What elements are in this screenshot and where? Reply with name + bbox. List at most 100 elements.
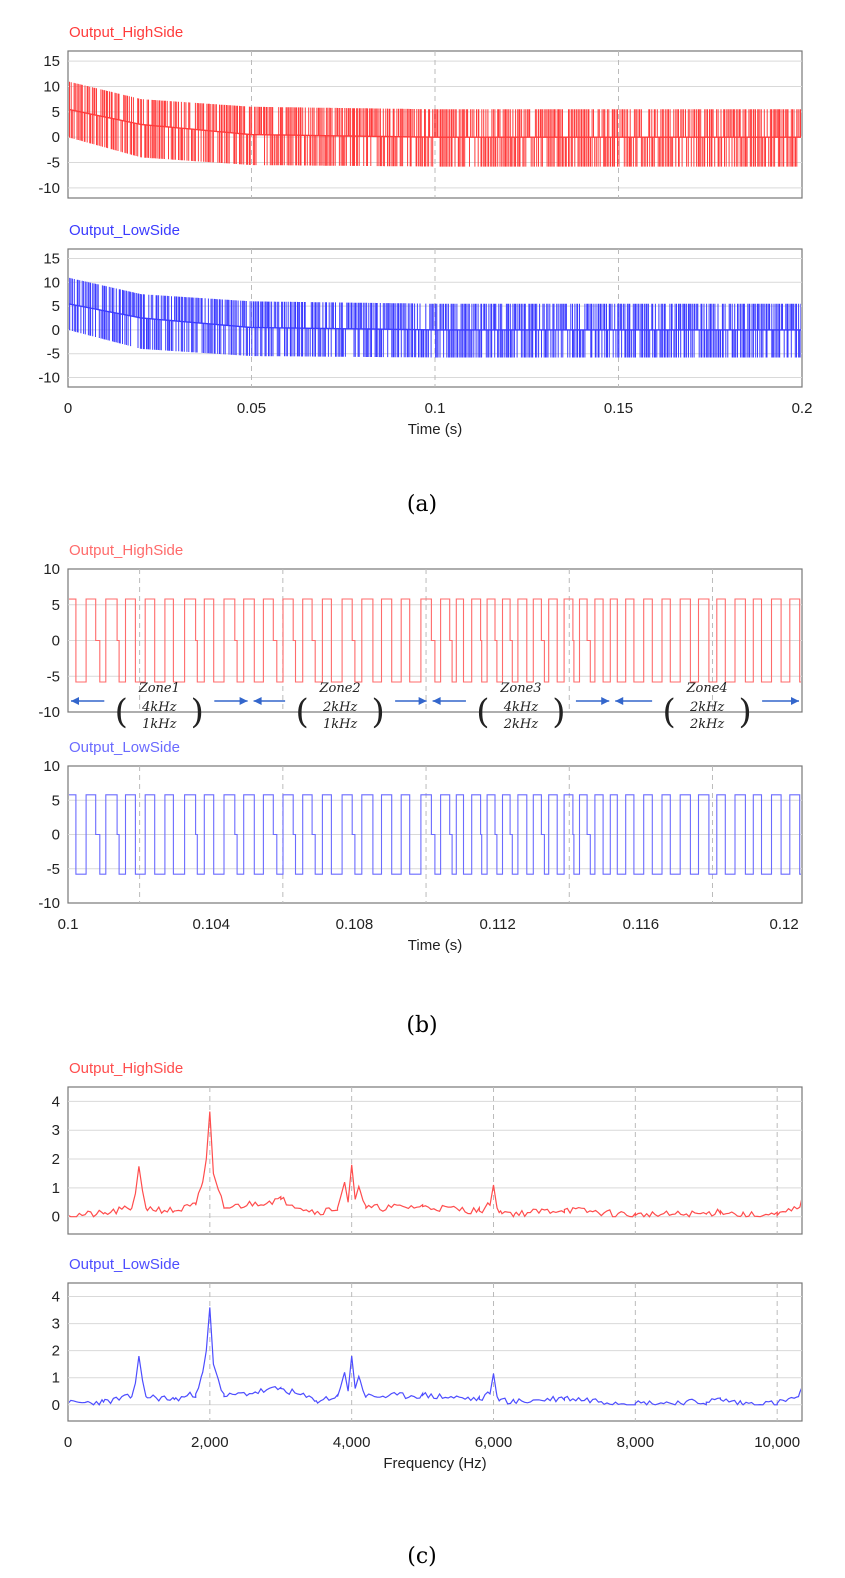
zone-label: Zone4 [686, 681, 728, 696]
y-tick-label: 2 [52, 1343, 60, 1360]
y-tick-label: 4 [52, 1289, 60, 1306]
arrow-head-left [253, 697, 262, 705]
arrow-head-left [615, 697, 624, 705]
series-a-low [69, 277, 801, 358]
zone-frequency-1: 4kHz [141, 700, 176, 715]
y-tick-label: 0 [52, 827, 60, 844]
x-tick-label: 0 [64, 1434, 72, 1451]
spectrum-line [69, 1307, 801, 1406]
x-tick-label: 4,000 [333, 1434, 371, 1451]
series-b-low [69, 794, 801, 875]
zone-frequency-2: 2kHz [689, 717, 724, 732]
zone-label: Zone3 [499, 681, 541, 696]
zone-annotation-1: Zone1 () 4kHz 1kHz [71, 681, 248, 732]
y-tick-label: 10 [43, 758, 60, 775]
y-tick-label: 5 [52, 792, 60, 809]
zone-paren-left: ( [115, 692, 128, 732]
mid-trace [69, 303, 801, 331]
chart-c-high: Output_HighSide 4 3 2 1 0 [52, 1060, 803, 1235]
x-tick-label: 8,000 [617, 1434, 655, 1451]
series-b-high [69, 598, 801, 683]
x-tick-label: 0 [64, 400, 72, 417]
zone-label: Zone2 [319, 681, 361, 696]
x-axis-label: Time (s) [408, 937, 462, 954]
x-axis-label: Frequency (Hz) [383, 1455, 486, 1472]
series-c-low [69, 1307, 801, 1406]
x-tick-label: 0.112 [479, 916, 515, 933]
y-tick-label: 2 [52, 1151, 60, 1168]
chart-title: Output_LowSide [69, 739, 180, 756]
zone-annotation-3: Zone3 () 4kHz 2kHz [432, 681, 610, 732]
arrow-head-left [71, 697, 79, 705]
y-tick-label: 5 [52, 104, 60, 121]
zone-label: Zone1 [138, 681, 180, 696]
y-tick-label: 1 [52, 1370, 60, 1387]
chart-title: Output_HighSide [69, 24, 183, 41]
zone-annotation-2: Zone2 () 2kHz 1kHz [253, 681, 427, 732]
y-tick-label: 3 [52, 1122, 60, 1139]
y-tick-label: 0 [52, 129, 60, 146]
y-tick-label: 15 [43, 53, 60, 70]
y-tick-label: 5 [52, 298, 60, 315]
y-tick-label: 3 [52, 1316, 60, 1333]
zone-paren-left: ( [295, 692, 308, 732]
x-tick-label: 0.108 [336, 916, 374, 933]
chart-b-high: Output_HighSide1050-5-10Zone1()4kHz1kHzZ… [38, 542, 803, 732]
zone-paren-left: ( [476, 692, 489, 732]
y-tick-label: -10 [38, 180, 60, 197]
y-tick-label: 5 [52, 597, 60, 614]
zone-annotation-4: Zone4 () 2kHz 2kHz [615, 681, 799, 732]
y-tick-label: 15 [43, 251, 60, 268]
pulse-train [69, 81, 801, 167]
y-tick-label: -5 [47, 346, 60, 363]
y-tick-label: -10 [38, 895, 60, 912]
y-tick-label: -5 [47, 668, 60, 685]
y-tick-label: -5 [47, 861, 60, 878]
arrow-head-left [432, 697, 441, 705]
y-tick-label: 4 [52, 1093, 60, 1110]
switching-waveform [69, 598, 801, 683]
spectrum-line [69, 1111, 801, 1218]
y-tick-label: -10 [38, 704, 60, 721]
chart-title: Output_LowSide [69, 222, 180, 239]
y-tick-label: -10 [38, 369, 60, 386]
zone-frequency-1: 2kHz [689, 700, 724, 715]
x-tick-label: 0.2 [792, 400, 813, 417]
zone-paren-right: ) [552, 692, 565, 732]
switching-waveform [69, 794, 801, 875]
chart-b-low: Output_LowSide 10 5 0 -5 -10 0.1 0.104 0.108 0.11… [38, 739, 803, 954]
x-tick-label: 0.1 [425, 400, 446, 417]
y-tick-label: 0 [52, 1209, 60, 1226]
y-tick-label: 0 [52, 633, 60, 650]
chart-title: Output_HighSide [69, 1060, 183, 1077]
arrow-head-right [791, 697, 799, 705]
caption: (a) [407, 492, 437, 517]
chart-a-high: Output_HighSide 15 10 5 0 -5 -10 [38, 24, 803, 199]
zone-frequency-2: 1kHz [323, 717, 357, 732]
x-tick-label: 2,000 [191, 1434, 229, 1451]
pulse-train [69, 277, 801, 358]
zone-frequency-2: 1kHz [142, 717, 176, 732]
x-axis-label: Time (s) [408, 421, 462, 438]
zone-frequency-2: 2kHz [503, 717, 538, 732]
chart-title: Output_HighSide [69, 542, 183, 559]
y-tick-label: 10 [43, 274, 60, 291]
y-tick-label: 1 [52, 1180, 60, 1197]
series-a-high [69, 81, 801, 167]
zone-frequency-1: 4kHz [503, 700, 538, 715]
zone-paren-right: ) [738, 692, 751, 732]
zone-paren-left: ( [662, 692, 675, 732]
x-tick-label: 10,000 [754, 1434, 800, 1451]
arrow-head-right [601, 697, 610, 705]
zone-paren-right: ) [371, 692, 384, 732]
y-tick-label: 10 [43, 561, 60, 578]
mid-trace [69, 108, 801, 138]
caption: (b) [406, 1013, 437, 1038]
y-tick-label: 0 [52, 1397, 60, 1414]
y-tick-label: 10 [43, 78, 60, 95]
y-tick-label: -5 [47, 155, 60, 172]
x-tick-label: 0.116 [623, 916, 659, 933]
zone-frequency-1: 2kHz [322, 700, 357, 715]
